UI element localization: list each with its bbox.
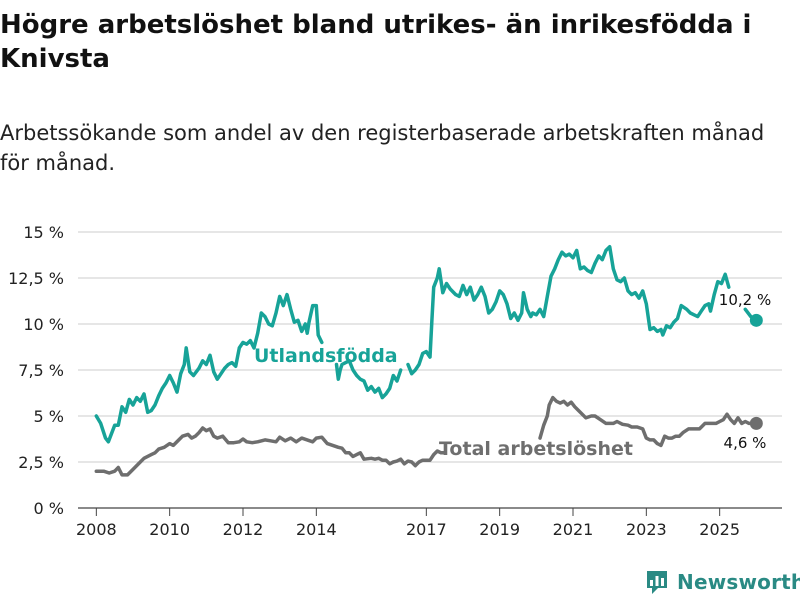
y-tick-label: 5 % xyxy=(34,407,64,426)
end-value-utlandsfodda: 10,2 % xyxy=(719,291,771,309)
y-tick-label: 10 % xyxy=(23,315,64,334)
x-axis: 2008 2010 2012 2014 2017 2019 2021 2023 2025 xyxy=(76,508,740,539)
end-point-total xyxy=(749,416,763,430)
x-tick-label: 2019 xyxy=(479,520,520,539)
x-tick-label: 2014 xyxy=(296,520,337,539)
x-tick-label: 2017 xyxy=(406,520,447,539)
y-tick-label: 15 % xyxy=(23,223,64,242)
series-label-utlandsfodda: Utlandsfödda xyxy=(254,345,398,367)
chart-subtitle: Arbetssökande som andel av den registerb… xyxy=(0,121,765,175)
x-tick-label: 2008 xyxy=(76,520,117,539)
x-tick-label: 2012 xyxy=(223,520,264,539)
x-tick-label: 2023 xyxy=(626,520,667,539)
chart-title: Högre arbetslöshet bland utrikes- än inr… xyxy=(0,10,752,74)
y-tick-label: 2,5 % xyxy=(18,453,64,472)
end-value-total: 4,6 % xyxy=(724,434,767,452)
series-line-utlandsfodda xyxy=(334,359,403,400)
brand-name: Newsworthy xyxy=(677,570,800,594)
series-line-utlandsfodda xyxy=(406,244,731,376)
y-tick-label: 12,5 % xyxy=(8,269,64,288)
newsworthy-logo-icon xyxy=(647,571,667,594)
x-tick-label: 2010 xyxy=(149,520,190,539)
series-line-total xyxy=(538,395,759,448)
end-point-utlandsfodda xyxy=(749,313,763,327)
newsworthy-brand: Newsworthy xyxy=(645,567,800,597)
x-tick-label: 2021 xyxy=(553,520,594,539)
series-line-total xyxy=(94,426,447,477)
y-tick-label: 7,5 % xyxy=(18,361,64,380)
series-label-total: Total arbetslöshet xyxy=(439,438,633,460)
x-tick-label: 2025 xyxy=(699,520,740,539)
series-labels: Utlandsfödda Total arbetslöshet 10,2 % 4… xyxy=(254,291,771,460)
series-lines xyxy=(94,244,763,477)
y-axis: 0 % 2,5 % 5 % 7,5 % 10 % 12,5 % 15 % xyxy=(8,223,64,518)
series-line-utlandsfodda xyxy=(94,292,324,444)
y-tick-label: 0 % xyxy=(34,499,64,518)
